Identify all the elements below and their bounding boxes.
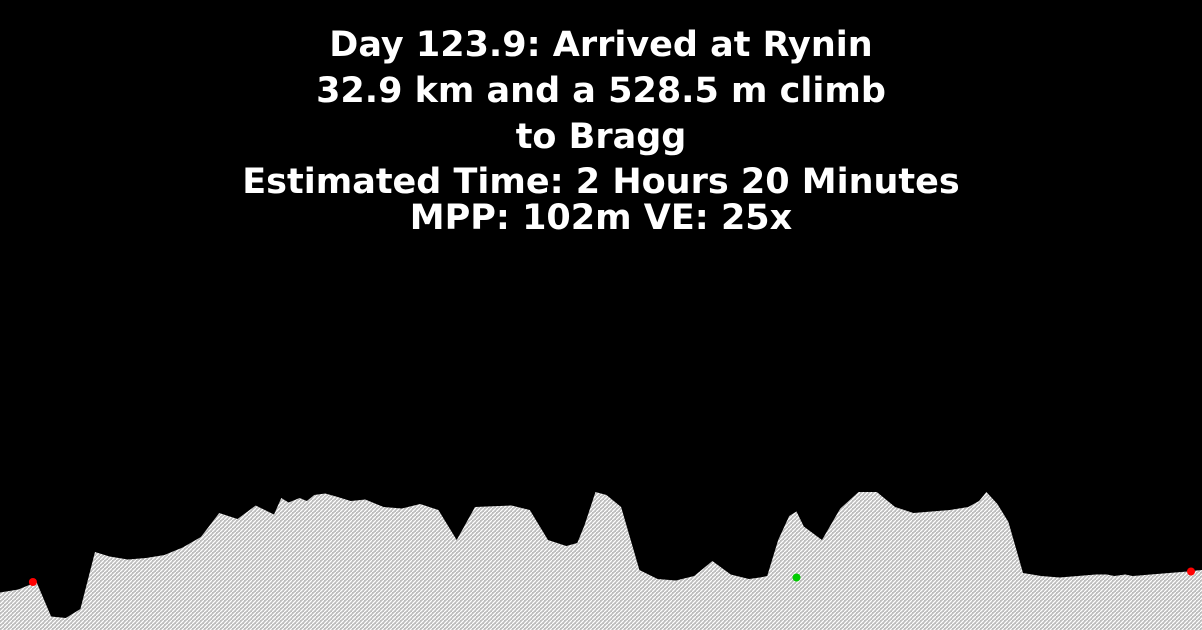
mpp-ve-line: MPP: 102m VE: 25x	[409, 198, 793, 238]
marker-layer	[28, 567, 1195, 586]
start-marker	[28, 578, 37, 586]
estimated-time-line: Estimated Time: 2 Hours 20 Minutes	[242, 162, 960, 202]
day-arrival-title: Day 123.9: Arrived at Rynin	[329, 25, 873, 65]
destination-line: to Bragg	[515, 117, 687, 157]
route-header: Day 123.9: Arrived at Rynin 32.9 km and …	[0, 22, 1202, 240]
profile-layer	[0, 492, 1202, 630]
end-marker	[1187, 567, 1195, 576]
distance-climb-line: 32.9 km and a 528.5 m climb	[316, 71, 886, 111]
midpoint-marker	[792, 573, 801, 582]
elevation-area	[0, 492, 1202, 630]
